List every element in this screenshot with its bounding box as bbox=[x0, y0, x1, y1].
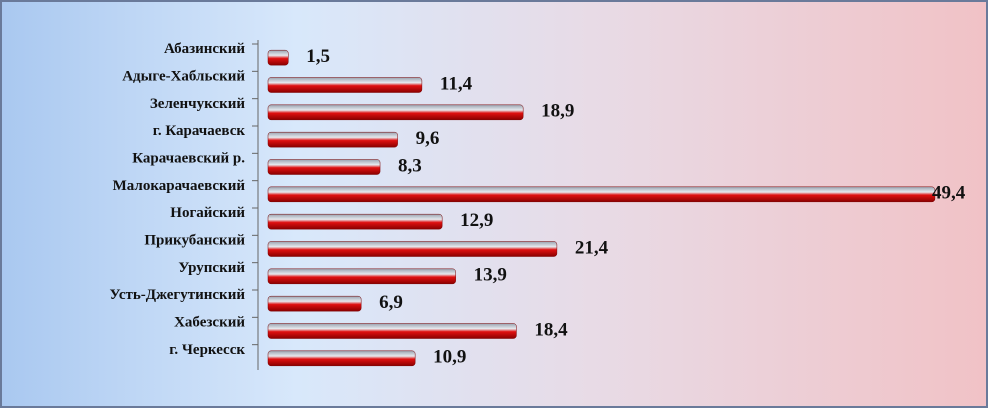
category-label: Абазинский bbox=[164, 41, 245, 57]
category-label: Малокарачаевский bbox=[113, 178, 246, 194]
value-label: 12,9 bbox=[460, 210, 493, 231]
category-label: Зеленчукский bbox=[150, 96, 245, 112]
bar bbox=[267, 268, 456, 285]
category-label: Ногайский bbox=[170, 205, 245, 221]
value-label: 8,3 bbox=[398, 155, 422, 176]
bar bbox=[267, 104, 524, 121]
value-label: 21,4 bbox=[575, 237, 609, 258]
category-label: Хабезский bbox=[174, 314, 245, 330]
category-label: Карачаевский р. bbox=[132, 150, 245, 166]
value-label: 6,9 bbox=[379, 292, 403, 313]
category-label: Усть-Джегутинский bbox=[109, 287, 245, 303]
category-label: Адыге-Хабльский bbox=[122, 68, 245, 84]
value-label: 9,6 bbox=[416, 128, 440, 149]
bar bbox=[267, 131, 398, 148]
bar bbox=[267, 213, 443, 230]
bar bbox=[267, 241, 558, 257]
value-label: 13,9 bbox=[474, 265, 507, 286]
value-label: 1,5 bbox=[306, 46, 330, 67]
value-label: 18,4 bbox=[534, 319, 568, 340]
bar bbox=[267, 186, 936, 203]
value-label: 11,4 bbox=[440, 73, 473, 94]
bar bbox=[267, 350, 416, 367]
bar bbox=[267, 159, 381, 175]
bar bbox=[267, 49, 289, 66]
bar bbox=[267, 77, 423, 93]
value-label: 49,4 bbox=[932, 183, 966, 204]
value-label: 10,9 bbox=[433, 347, 466, 368]
bar bbox=[267, 323, 517, 339]
category-label: г. Черкесск bbox=[169, 342, 245, 358]
category-label: Прикубанский bbox=[144, 232, 245, 248]
category-label: Урупский bbox=[178, 260, 245, 276]
value-label: 18,9 bbox=[541, 101, 574, 122]
category-label: г. Карачаевск bbox=[153, 123, 246, 139]
bar bbox=[267, 295, 362, 312]
